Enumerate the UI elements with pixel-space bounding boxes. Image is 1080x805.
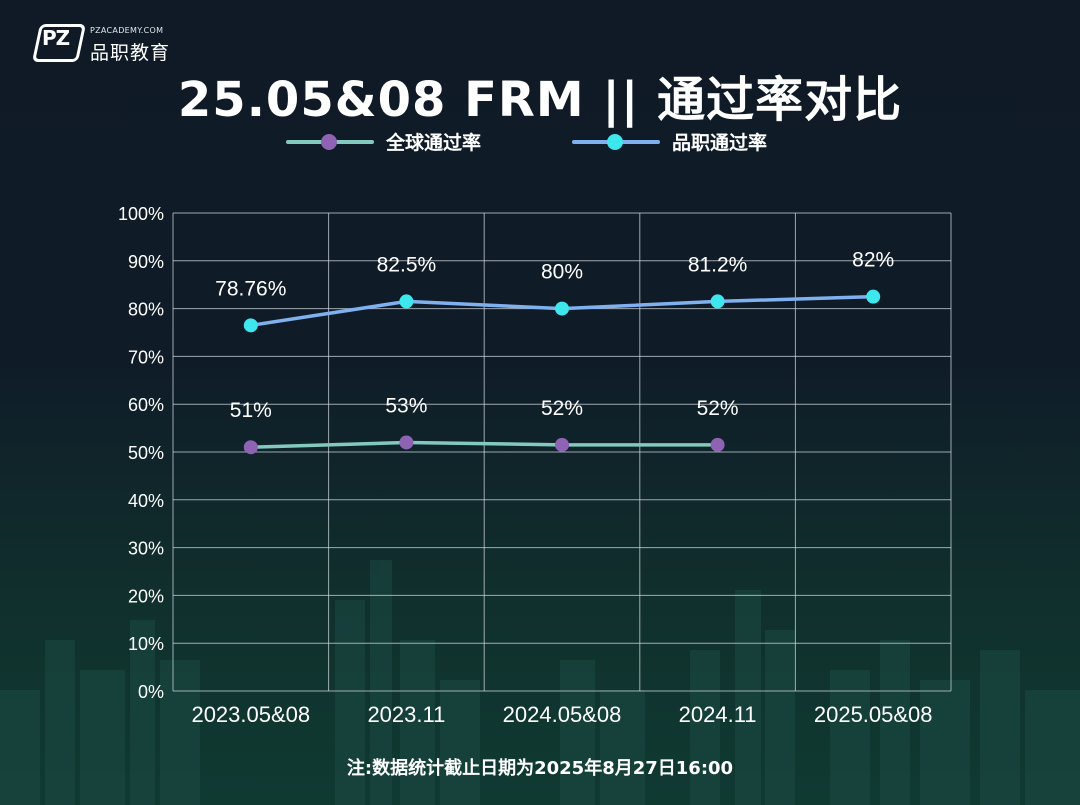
x-tick-label: 2023.11 (367, 702, 445, 727)
x-tick-label: 2024.05&08 (503, 702, 622, 727)
y-tick-label: 0% (138, 682, 164, 702)
y-tick-label: 90% (128, 252, 164, 272)
chart-legend: 全球通过率 品职通过率 (0, 126, 1080, 156)
legend-label-global: 全球通过率 (386, 132, 482, 154)
data-point-global (710, 437, 725, 452)
legend-dot-pz (607, 134, 623, 150)
data-point-global (399, 435, 414, 450)
page-title: 25.05&08 FRM || 通过率对比 (177, 72, 903, 128)
x-tick-label: 2024.11 (679, 702, 757, 727)
y-tick-label: 40% (128, 491, 164, 511)
logo-domain-text: PZACADEMY.COM (90, 26, 164, 35)
data-point-pz (710, 294, 725, 309)
data-label-global: 51% (230, 399, 272, 422)
legend-dot-global (321, 134, 337, 150)
y-tick-label: 20% (128, 586, 164, 606)
x-tick-label: 2025.05&08 (814, 702, 933, 727)
y-tick-label: 60% (128, 395, 164, 415)
data-label-pz: 80% (541, 261, 583, 284)
data-point-global (555, 437, 569, 452)
data-point-pz (399, 294, 414, 309)
series-line-global (249, 440, 720, 449)
data-label-global: 52% (697, 397, 739, 420)
data-point-pz (555, 301, 569, 316)
y-tick-label: 30% (128, 539, 164, 559)
data-label-global: 52% (541, 397, 583, 420)
data-point-pz (866, 289, 881, 304)
data-point-global (243, 440, 258, 455)
y-tick-label: 10% (128, 634, 164, 654)
legend-label-pz: 品职通过率 (672, 132, 768, 154)
data-point-pz (243, 318, 258, 333)
data-label-pz: 82% (852, 249, 894, 272)
logo-brand-name: 品职教育 (90, 42, 171, 64)
data-label-pz: 78.76% (215, 277, 286, 300)
y-tick-label: 100% (118, 204, 164, 224)
x-tick-label: 2023.05&08 (191, 702, 310, 727)
data-label-pz: 81.2% (688, 253, 748, 276)
data-label-pz: 82.5% (377, 253, 437, 276)
y-tick-label: 50% (128, 443, 164, 463)
data-footnote: 注:数据统计截止日期为2025年8月27日16:00 (346, 758, 734, 779)
brand-logo: PZ PZACADEMY.COM 品职教育 (31, 22, 186, 70)
y-tick-label: 80% (128, 300, 164, 320)
y-tick-label: 70% (128, 347, 164, 367)
data-label-global: 53% (385, 394, 427, 417)
logo-mark-text: PZ (42, 26, 70, 50)
